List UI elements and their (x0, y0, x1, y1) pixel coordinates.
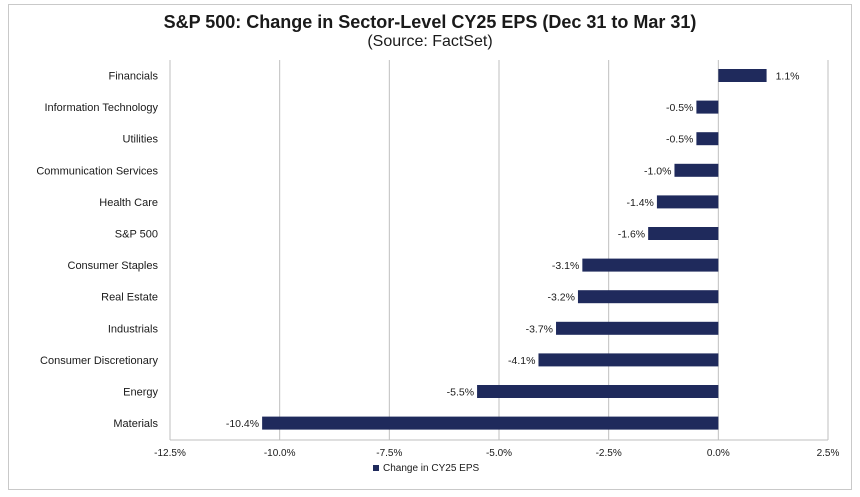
category-label: Health Care (99, 197, 158, 209)
bar (538, 353, 719, 367)
category-label: Consumer Discretionary (40, 355, 158, 367)
x-tick-label: -2.5% (596, 448, 622, 459)
chart-title: S&P 500: Change in Sector-Level CY25 EPS… (163, 12, 697, 32)
category-label: Utilities (123, 134, 159, 146)
bar (556, 321, 719, 335)
x-tick-label: 0.0% (707, 448, 730, 459)
legend-label: Change in CY25 EPS (383, 463, 480, 474)
data-label: 1.1% (776, 71, 800, 83)
data-label: -1.4% (626, 197, 653, 209)
chart-subtitle: (Source: FactSet) (367, 33, 493, 50)
bar (696, 132, 719, 146)
x-tick-label: 2.5% (817, 448, 840, 459)
bar (477, 385, 719, 398)
category-label: Financials (108, 71, 158, 83)
data-label: -1.0% (644, 165, 671, 177)
data-label: -0.5% (666, 134, 693, 146)
data-label: -3.2% (548, 292, 575, 304)
data-label: -1.6% (618, 229, 645, 241)
bar (648, 227, 719, 240)
data-label: -10.4% (226, 418, 259, 430)
category-label: Industrials (108, 323, 159, 335)
x-tick-label: -12.5% (154, 448, 186, 459)
chart-frame (8, 4, 852, 490)
category-label: Consumer Staples (68, 260, 159, 272)
x-tick-label: -5.0% (486, 448, 512, 459)
x-tick-label: -10.0% (264, 448, 296, 459)
data-label: -5.5% (447, 387, 474, 399)
data-label: -0.5% (666, 102, 693, 114)
category-label: Communication Services (36, 165, 158, 177)
legend-swatch (373, 465, 379, 471)
data-label: -3.7% (526, 323, 553, 335)
bar (656, 195, 719, 209)
category-label: S&P 500 (115, 229, 158, 241)
bar (577, 290, 719, 304)
x-tick-label: -7.5% (376, 448, 402, 459)
bar (696, 100, 719, 114)
bar (674, 163, 719, 177)
data-label: -3.1% (552, 260, 579, 272)
bar (582, 258, 719, 272)
category-label: Information Technology (44, 102, 158, 114)
category-label: Materials (113, 418, 158, 430)
category-label: Real Estate (101, 292, 158, 304)
bar (718, 69, 767, 82)
data-label: -4.1% (508, 355, 535, 367)
category-label: Energy (123, 387, 158, 399)
bar (262, 416, 719, 430)
